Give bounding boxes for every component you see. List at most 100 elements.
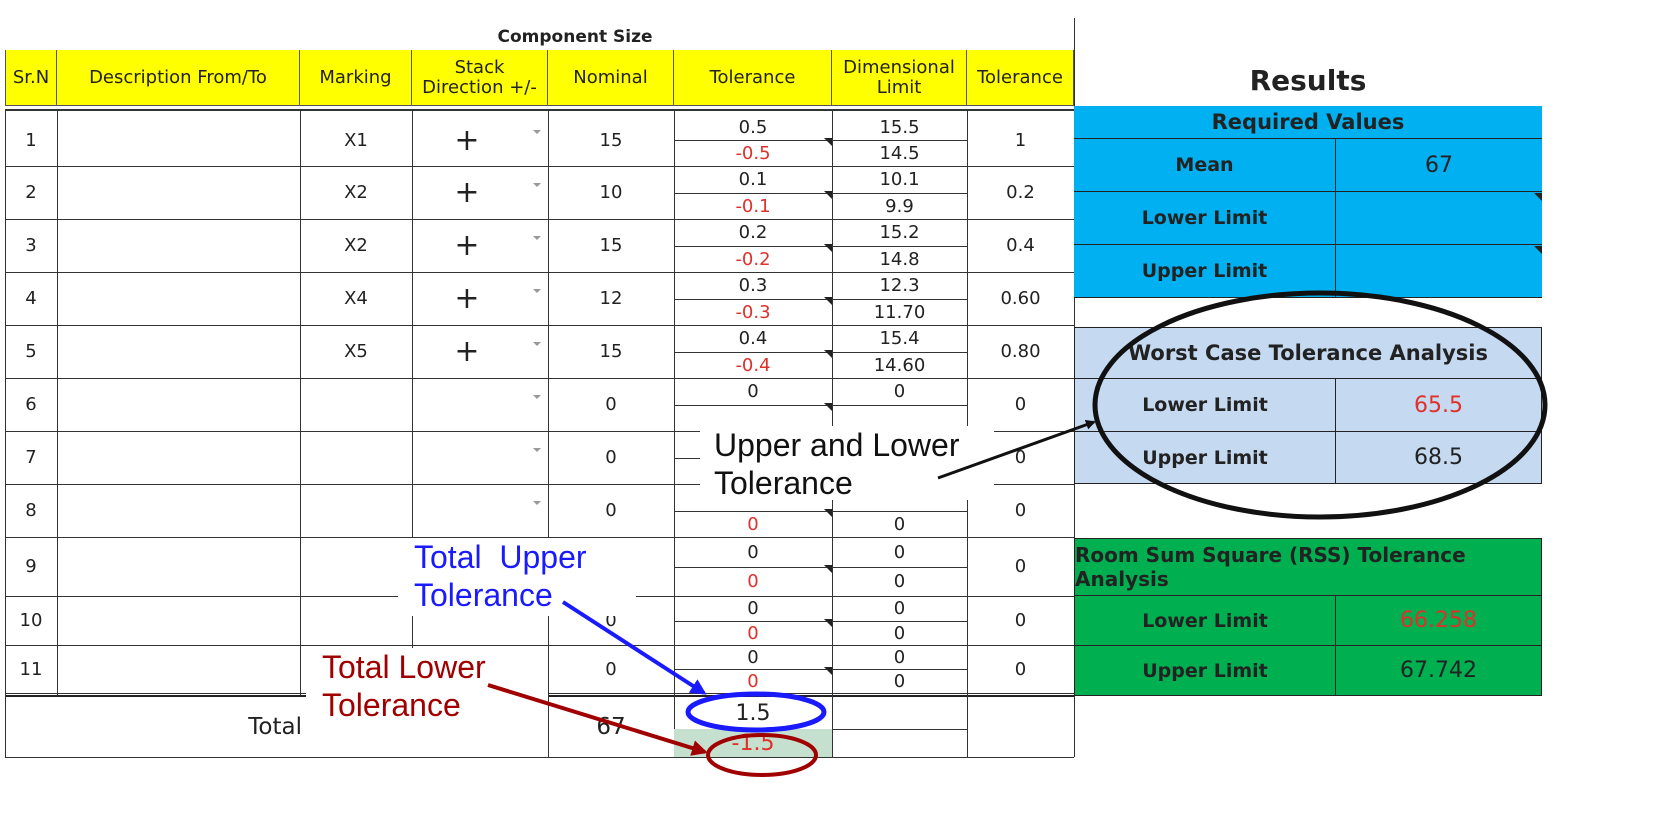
marking-cell[interactable]: X1 <box>344 129 368 151</box>
direction-cell[interactable]: + <box>454 334 480 369</box>
tolerance-lower-cell[interactable]: -0.2 <box>735 248 771 270</box>
tolerance-lower-cell[interactable]: -0.1 <box>735 195 771 217</box>
required-upper-value[interactable] <box>1336 245 1542 298</box>
nominal-cell[interactable]: 0 <box>605 658 617 680</box>
tolerance-total-cell[interactable]: 1 <box>1014 129 1027 151</box>
row-border <box>5 272 1074 273</box>
tolerance-upper-cell[interactable]: 0.4 <box>738 328 768 349</box>
rss-upper-label: Upper Limit <box>1074 646 1336 696</box>
tolerance-lower-cell[interactable]: -0.5 <box>735 142 771 164</box>
nominal-cell[interactable]: 15 <box>599 341 623 362</box>
tolerance-lower-cell[interactable]: 0 <box>747 571 759 592</box>
tolerance-upper-cell[interactable]: 0 <box>747 381 759 402</box>
tolerance-upper-cell[interactable]: 0 <box>747 646 759 668</box>
marking-cell[interactable]: X4 <box>344 288 368 309</box>
required-lower-value[interactable] <box>1336 192 1542 245</box>
tolerance-total-cell[interactable]: 0 <box>1014 610 1027 631</box>
worst-case-header: Worst Case Tolerance Analysis <box>1074 327 1542 379</box>
dropdown-arrow-icon[interactable] <box>533 236 541 240</box>
row-split-line <box>674 511 967 512</box>
direction-cell[interactable]: + <box>454 122 480 158</box>
nominal-cell[interactable]: 0 <box>605 394 617 415</box>
tolerance-total-cell[interactable]: 0 <box>1014 658 1027 680</box>
nominal-cell[interactable]: 15 <box>599 235 623 256</box>
dim-limit-lower-cell[interactable]: 14.60 <box>873 354 926 376</box>
dim-limit-upper-cell[interactable]: 0 <box>893 598 906 619</box>
comment-marker <box>824 297 832 305</box>
marking-cell[interactable] <box>300 596 412 645</box>
direction-cell[interactable] <box>412 431 522 484</box>
dropdown-arrow-icon[interactable] <box>533 501 541 505</box>
dim-limit-lower-cell[interactable]: 0 <box>893 513 906 535</box>
column-border <box>674 109 675 757</box>
dim-limit-lower-cell[interactable]: 0 <box>893 670 906 692</box>
column-border <box>1074 18 1075 109</box>
tolerance-upper-cell[interactable]: 0.3 <box>738 275 768 296</box>
dim-limit-lower-cell[interactable]: 0 <box>893 622 906 644</box>
nominal-cell[interactable]: 15 <box>599 129 623 151</box>
marking-cell[interactable]: X5 <box>344 341 368 362</box>
marking-cell[interactable] <box>300 537 412 596</box>
dim-limit-lower-cell[interactable]: 11.70 <box>873 301 926 323</box>
tolerance-upper-cell[interactable]: 0.1 <box>738 169 768 190</box>
tolerance-total-cell[interactable]: 0.60 <box>1000 288 1041 309</box>
tolerance-upper-cell[interactable]: 0 <box>747 598 759 619</box>
dropdown-arrow-icon[interactable] <box>533 183 541 187</box>
marking-cell[interactable]: X2 <box>344 235 368 256</box>
dim-limit-lower-cell[interactable]: 0 <box>893 571 906 592</box>
marking-cell[interactable]: X2 <box>344 182 368 203</box>
comment-marker <box>824 191 832 199</box>
dim-limit-upper-cell[interactable]: 15.2 <box>879 222 920 243</box>
dim-limit-lower-cell[interactable]: 9.9 <box>885 195 914 217</box>
row-split-line <box>674 621 967 622</box>
row-border <box>5 219 1074 220</box>
dim-limit-upper-cell[interactable]: 0 <box>893 646 906 668</box>
marking-cell[interactable] <box>300 484 412 537</box>
nominal-cell[interactable]: 0 <box>605 447 617 468</box>
tolerance-total-cell[interactable]: 0.4 <box>1006 235 1035 256</box>
direction-cell[interactable]: + <box>454 228 480 263</box>
tolerance-total-cell[interactable]: 0.2 <box>1006 182 1035 203</box>
dropdown-arrow-icon[interactable] <box>533 130 541 134</box>
marking-cell[interactable] <box>300 431 412 484</box>
dim-limit-upper-cell[interactable]: 15.5 <box>879 116 920 138</box>
direction-cell[interactable] <box>412 378 522 431</box>
nominal-cell[interactable]: 0 <box>605 500 617 521</box>
tolerance-lower-cell[interactable]: 0 <box>747 513 759 535</box>
comment-marker <box>824 138 832 146</box>
dim-limit-upper-cell[interactable]: 15.4 <box>879 328 920 349</box>
nominal-cell[interactable]: 10 <box>599 182 623 203</box>
dim-limit-lower-cell[interactable]: 14.8 <box>879 248 920 270</box>
dropdown-arrow-icon[interactable] <box>533 289 541 293</box>
tolerance-lower-cell[interactable]: -0.3 <box>735 301 771 323</box>
tolerance-lower-cell[interactable]: 0 <box>747 670 759 692</box>
annotation-total-upper-tolerance: Total Upper Tolerance <box>398 538 636 616</box>
table-bottom-border <box>5 757 1074 758</box>
required-mean-value[interactable]: 67 <box>1336 139 1542 192</box>
tolerance-lower-cell[interactable]: -0.4 <box>735 354 771 376</box>
tolerance-total-cell[interactable]: 0 <box>1014 556 1027 577</box>
row-number-cell: 5 <box>25 341 37 362</box>
direction-cell[interactable] <box>412 484 522 537</box>
dropdown-arrow-icon[interactable] <box>533 342 541 346</box>
direction-cell[interactable]: + <box>454 175 480 210</box>
marking-cell[interactable] <box>300 378 412 431</box>
dropdown-arrow-icon[interactable] <box>533 448 541 452</box>
dim-limit-upper-cell[interactable]: 10.1 <box>879 169 920 190</box>
tolerance-total-cell[interactable]: 0 <box>1014 500 1027 521</box>
comment-marker <box>824 619 832 627</box>
direction-cell[interactable]: + <box>454 281 480 316</box>
tolerance-total-cell[interactable]: 0.80 <box>1000 341 1041 362</box>
tolerance-upper-cell[interactable]: 0 <box>747 541 759 563</box>
tolerance-upper-cell[interactable]: 0.5 <box>738 116 768 138</box>
total-label: Total <box>248 714 302 740</box>
dim-limit-upper-cell[interactable]: 12.3 <box>879 275 920 296</box>
dim-limit-lower-cell[interactable]: 14.5 <box>879 142 920 164</box>
tolerance-upper-cell[interactable]: 0.2 <box>738 222 768 243</box>
dim-limit-upper-cell[interactable]: 0 <box>893 381 906 402</box>
dropdown-arrow-icon[interactable] <box>533 395 541 399</box>
tolerance-total-cell[interactable]: 0 <box>1014 394 1027 415</box>
nominal-cell[interactable]: 12 <box>599 288 623 309</box>
tolerance-lower-cell[interactable]: 0 <box>747 622 759 644</box>
dim-limit-upper-cell[interactable]: 0 <box>893 541 906 563</box>
